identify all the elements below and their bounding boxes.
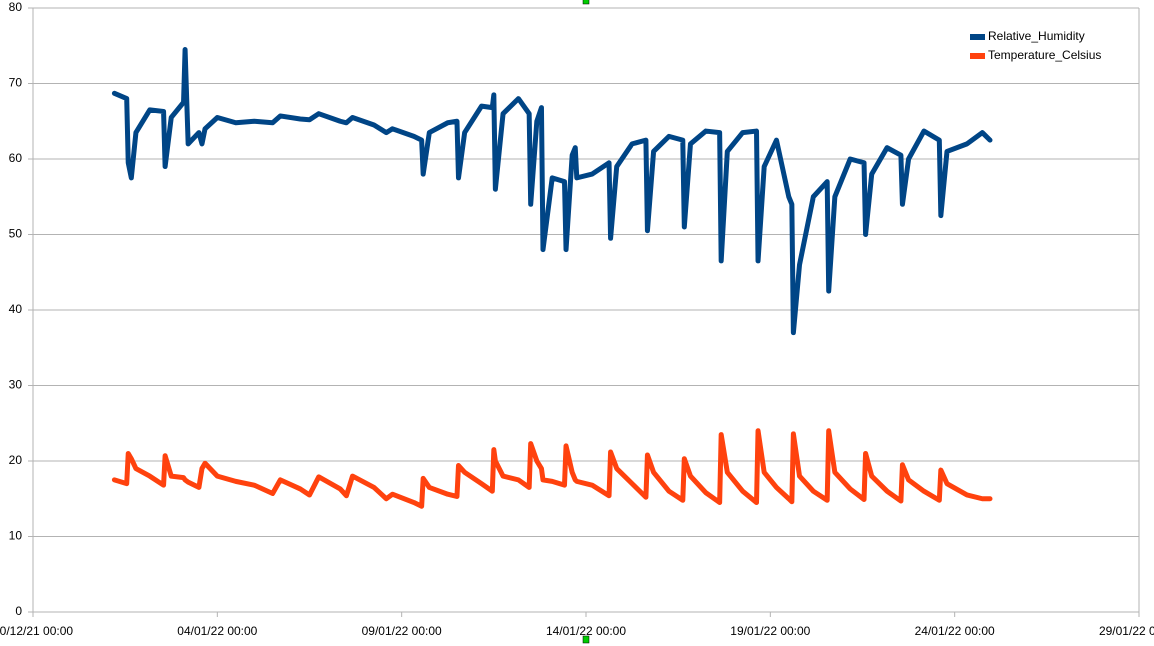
plot-lines xyxy=(111,47,993,509)
y-tick-label: 0 xyxy=(15,604,22,618)
y-tick-label: 50 xyxy=(9,227,23,241)
grid xyxy=(28,7,1140,617)
x-tick-label: 04/01/22 00:00 xyxy=(177,624,257,638)
selection-handle[interactable] xyxy=(582,0,590,5)
x-tick-label: 14/01/22 00:00 xyxy=(546,624,626,638)
legend-label: Temperature_Celsius xyxy=(988,48,1101,62)
y-tick-label: 40 xyxy=(9,302,23,316)
x-tick-label: 09/01/22 00:00 xyxy=(362,624,442,638)
y-tick-label: 20 xyxy=(9,453,23,467)
y-tick-label: 10 xyxy=(9,529,23,543)
series-line xyxy=(111,47,993,336)
y-tick-label: 60 xyxy=(9,151,23,165)
selection-handle[interactable] xyxy=(582,635,590,644)
x-tick-label: 30/12/21 00:00 xyxy=(0,624,73,638)
legend-label: Relative_Humidity xyxy=(988,29,1085,43)
x-tick-label: 29/01/22 00:00 xyxy=(1099,624,1154,638)
legend-swatch xyxy=(970,53,985,59)
legend: Relative_Humidity Temperature_Celsius xyxy=(970,29,1101,62)
y-tick-label: 70 xyxy=(9,76,23,90)
series-line xyxy=(111,428,993,509)
legend-swatch xyxy=(970,34,985,40)
x-tick-label: 24/01/22 00:00 xyxy=(915,624,995,638)
x-tick-label: 19/01/22 00:00 xyxy=(730,624,810,638)
y-tick-label: 80 xyxy=(9,0,23,14)
y-tick-label: 30 xyxy=(9,378,23,392)
